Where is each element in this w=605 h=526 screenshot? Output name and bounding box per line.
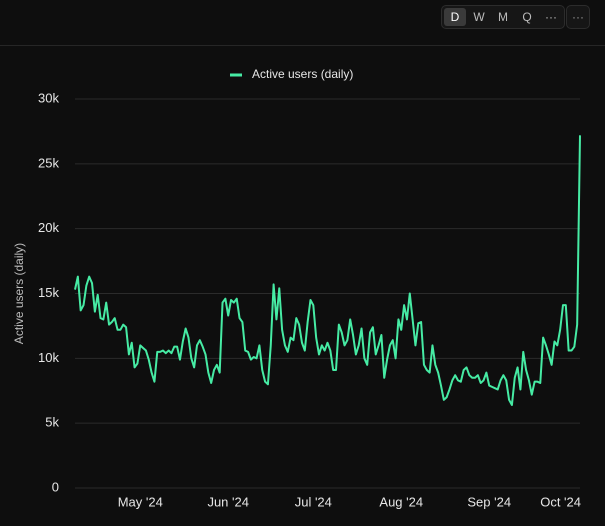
y-tick-label: 20k — [38, 220, 59, 235]
x-tick-label: Oct '24 — [540, 494, 581, 509]
x-tick-label: Aug '24 — [379, 494, 423, 509]
x-tick-label: Sep '24 — [467, 494, 511, 509]
y-tick-label: 0 — [52, 479, 59, 494]
interval-button[interactable]: M — [498, 10, 508, 24]
y-tick-label: 25k — [38, 155, 59, 170]
menu-button[interactable]: ··· — [566, 5, 590, 29]
interval-group: D W M Q ··· — [441, 5, 565, 29]
y-tick-label: 30k — [38, 90, 59, 105]
y-axis-title: Active users (daily) — [12, 243, 26, 344]
y-tick-label: 5k — [45, 415, 59, 430]
interval-button[interactable]: ··· — [545, 10, 557, 24]
y-tick-label: 15k — [38, 285, 59, 300]
toolbar: D W M Q ··· ··· — [0, 0, 605, 46]
x-tick-label: May '24 — [118, 494, 163, 509]
interval-button[interactable]: Q — [522, 10, 532, 24]
x-tick-label: Jul '24 — [295, 494, 332, 509]
interval-button[interactable]: D — [444, 8, 466, 26]
x-tick-label: Jun '24 — [207, 494, 249, 509]
legend-label: Active users (daily) — [252, 67, 353, 81]
line — [74, 135, 581, 407]
interval-button[interactable]: W — [473, 10, 485, 24]
y-tick-label: 10k — [38, 350, 59, 365]
